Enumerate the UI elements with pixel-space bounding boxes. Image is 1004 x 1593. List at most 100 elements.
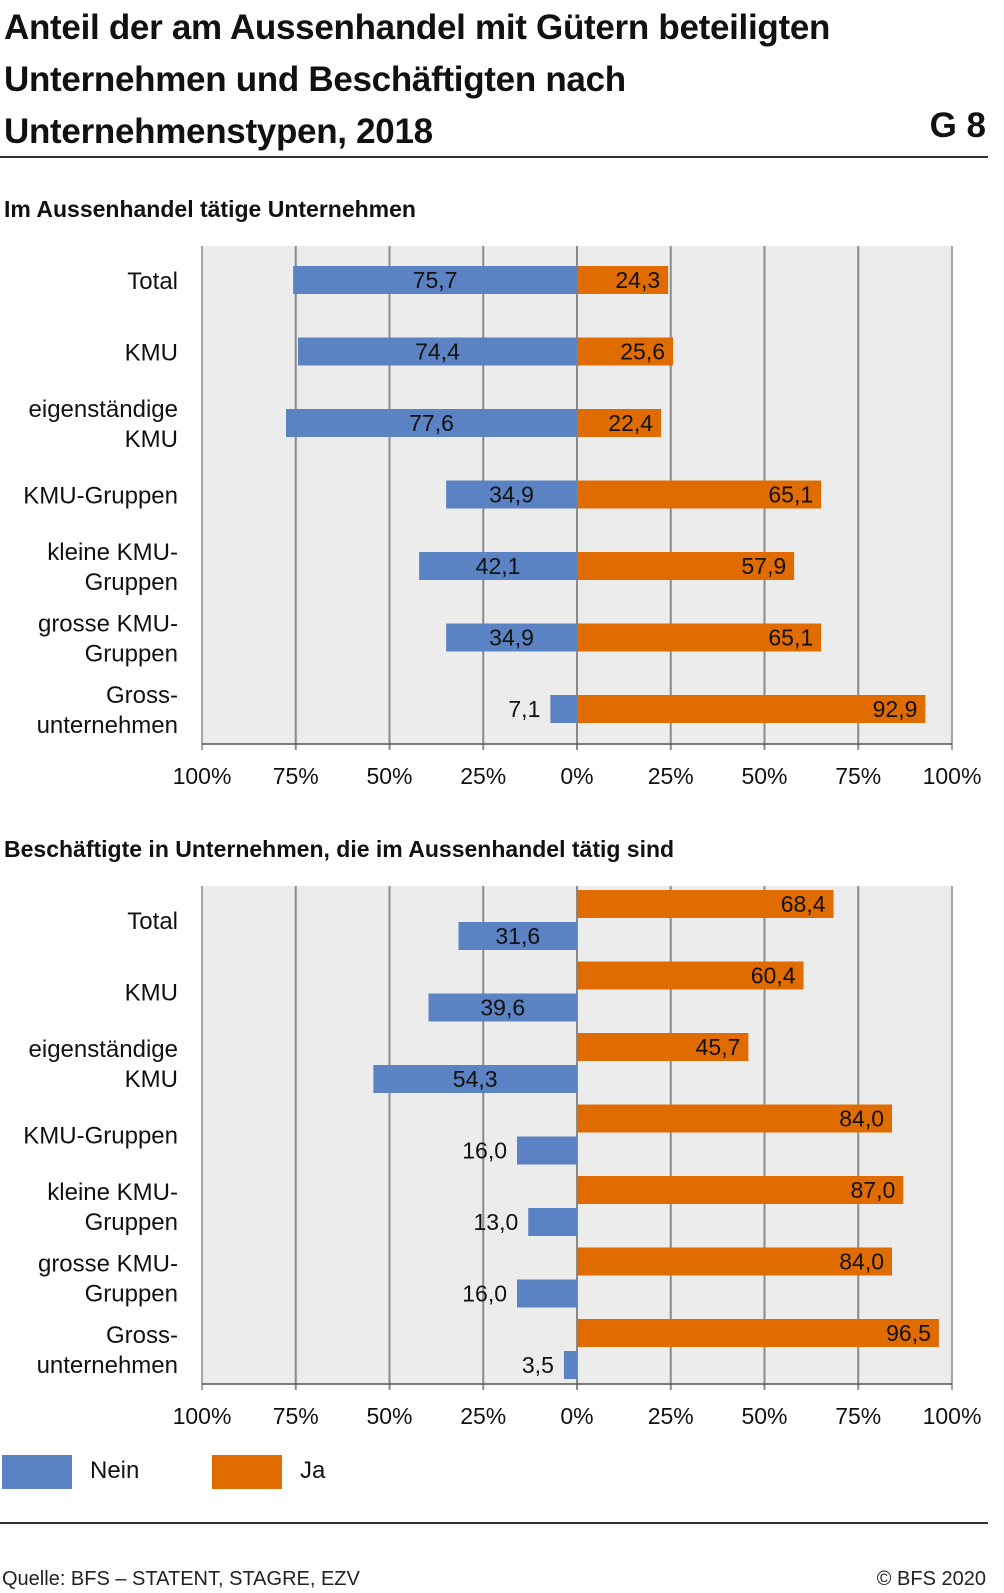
bar-ja [577, 1176, 904, 1204]
category-label: KMU [125, 426, 178, 453]
chart-2: 100% 75% 50% 25% 0% 25% 50% 75% 100% Total 31,6 68,… [23, 886, 982, 1429]
data-label-nein: 16,0 [462, 1138, 507, 1164]
data-label-ja: 87,0 [850, 1177, 895, 1203]
bar-nein [419, 552, 577, 580]
bar-ja [577, 1033, 749, 1061]
category-label: grosse KMU- [38, 611, 178, 638]
data-label-ja: 60,4 [751, 963, 796, 989]
bar-nein [550, 695, 577, 723]
data-label-ja: 84,0 [839, 1106, 884, 1132]
data-label-nein: 42,1 [476, 553, 521, 579]
x-tick-label: 100% [173, 763, 232, 789]
data-label-ja: 45,7 [696, 1034, 741, 1060]
x-tick-label: 25% [648, 1403, 694, 1429]
chart-2-title: Beschäftigte in Unternehmen, die im Auss… [4, 836, 675, 862]
category-label: KMU-Gruppen [23, 1123, 178, 1150]
source-note: Quelle: BFS – STATENT, STAGRE, EZV [2, 1568, 360, 1590]
bar-ja [577, 266, 669, 294]
category-label: Gruppen [85, 1281, 178, 1308]
x-tick-label: 75% [273, 1403, 319, 1429]
data-label-nein: 7,1 [508, 696, 540, 722]
category-label: unternehmen [37, 1352, 178, 1379]
category-label: kleine KMU- [47, 1179, 178, 1206]
data-label-nein: 13,0 [473, 1209, 518, 1235]
legend-swatch-nein [2, 1455, 72, 1489]
bar-ja [577, 1104, 892, 1133]
x-tick-label: 25% [460, 1403, 506, 1429]
data-label-nein: 75,7 [413, 267, 458, 293]
category-label: eigenständige [29, 1036, 178, 1063]
bar-nein [286, 409, 577, 437]
data-label-ja: 24,3 [615, 267, 660, 293]
x-tick-label: 50% [741, 1403, 787, 1429]
data-label-ja: 57,9 [741, 553, 786, 579]
x-tick-label: 25% [648, 763, 694, 789]
data-label-nein: 34,9 [489, 482, 534, 508]
legend-swatch-ja [212, 1455, 282, 1489]
bar-nein [458, 922, 577, 950]
graphic-number: G 8 [929, 106, 986, 145]
x-tick-label: 50% [741, 763, 787, 789]
data-label-ja: 84,0 [839, 1249, 884, 1275]
copyright: © BFS 2020 [876, 1568, 986, 1590]
bar-nein [428, 993, 577, 1022]
category-label: Gross- [106, 1322, 178, 1349]
legend: Nein Ja [0, 1455, 600, 1491]
page-title: Anteil der am Aussenhandel mit Gütern be… [4, 8, 831, 151]
bar-ja [577, 409, 661, 437]
data-label-nein: 16,0 [462, 1281, 507, 1307]
legend-label-nein: Nein [90, 1457, 140, 1484]
data-label-nein: 39,6 [480, 995, 525, 1021]
category-label: Gruppen [85, 1209, 178, 1236]
x-tick-label: 25% [460, 763, 506, 789]
x-tick-label: 100% [923, 1403, 982, 1429]
chart-1: 100% 75% 50% 25% 0% 25% 50% 75% 100% Total 75,7 24,… [23, 246, 982, 789]
data-label-nein: 77,6 [409, 410, 454, 436]
title-divider [0, 156, 988, 158]
bar-nein [517, 1136, 577, 1165]
category-label: kleine KMU- [47, 539, 178, 566]
bar-ja [577, 1247, 892, 1276]
category-label: Gross- [106, 682, 178, 709]
bar-ja [577, 961, 804, 990]
category-label: KMU [125, 1066, 178, 1093]
x-tick-label: 50% [366, 763, 412, 789]
x-tick-label: 0% [560, 763, 593, 789]
category-label: KMU [125, 340, 178, 367]
x-tick-label: 75% [835, 763, 881, 789]
x-tick-label: 0% [560, 1403, 593, 1429]
x-tick-label: 75% [273, 763, 319, 789]
data-label-nein: 31,6 [495, 923, 540, 949]
bar-nein [528, 1208, 577, 1236]
bar-nein [563, 1351, 577, 1379]
bar-ja [577, 695, 926, 723]
legend-label-ja: Ja [300, 1457, 326, 1484]
bar-nein [446, 480, 577, 509]
category-label: grosse KMU- [38, 1251, 178, 1278]
bar-ja [577, 480, 822, 509]
bar-nein [446, 623, 577, 652]
x-tick-label: 100% [923, 763, 982, 789]
bar-ja [577, 890, 834, 918]
category-label: Total [127, 268, 178, 295]
category-label: Total [127, 908, 178, 935]
x-tick-label: 75% [835, 1403, 881, 1429]
category-label: KMU-Gruppen [23, 483, 178, 510]
bar-nein [293, 266, 577, 294]
x-tick-label: 50% [366, 1403, 412, 1429]
data-label-ja: 96,5 [886, 1320, 931, 1346]
data-label-ja: 22,4 [608, 410, 653, 436]
bar-nein [298, 337, 577, 366]
chart-1-title: Im Aussenhandel tätige Unternehmen [4, 196, 416, 222]
category-label: unternehmen [37, 712, 178, 739]
bar-nein [373, 1065, 577, 1093]
bar-ja [577, 337, 673, 366]
data-label-nein: 74,4 [415, 339, 460, 365]
category-label: Gruppen [85, 641, 178, 668]
footer-divider [0, 1522, 988, 1524]
data-label-ja: 92,9 [873, 696, 918, 722]
bar-ja [577, 623, 822, 652]
category-label: eigenständige [29, 396, 178, 423]
data-label-ja: 25,6 [620, 339, 665, 365]
bar-ja [577, 1319, 939, 1347]
